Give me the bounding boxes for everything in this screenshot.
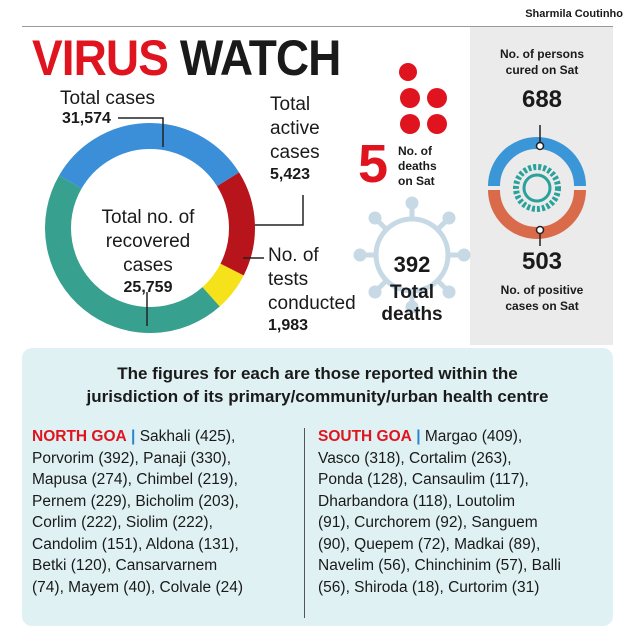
column-divider	[304, 428, 305, 618]
total-cases-value: 31,574	[62, 110, 111, 127]
leader-total-cases	[118, 117, 164, 147]
total-deaths-label-2: deaths	[381, 304, 443, 325]
cured-label: No. of persons cured on Sat	[472, 46, 612, 78]
donut-segment-active	[216, 172, 255, 276]
deaths-sat-label-1: No. of	[398, 144, 432, 158]
list-item: Margao (409),	[424, 428, 523, 445]
recovered-label-3: cases	[123, 255, 173, 276]
page-title: VIRUS WATCH	[32, 30, 342, 86]
death-dots	[399, 63, 447, 134]
list-item: Pernem (229), Bicholim (203),	[32, 492, 239, 510]
positive-value: 503	[521, 248, 563, 275]
donut-ring	[45, 123, 255, 333]
list-item: Navelim (56), Chinchinim (57), Balli	[318, 557, 561, 574]
active-label-2: active	[270, 118, 320, 139]
deaths-sat-label: No. of deaths on Sat	[398, 144, 437, 189]
north-goa-heading: NORTH GOA	[32, 428, 127, 445]
active-label-3: cases	[270, 142, 320, 163]
deaths-sat-number: 5	[358, 134, 389, 194]
title-part-watch: WATCH	[179, 30, 342, 86]
tests-label-1: No. of	[268, 245, 319, 266]
total-deaths-label-1: Total	[390, 282, 434, 303]
active-label-1: Total	[270, 94, 311, 115]
list-item: Corlim (222), Siolim (222),	[32, 514, 213, 531]
positive-marker	[535, 225, 545, 235]
positive-label-1: No. of positive	[500, 283, 584, 297]
tests-value: 1,983	[268, 317, 309, 334]
donut-segment-recovered-lower	[45, 175, 220, 333]
cured-marker	[535, 141, 545, 151]
mini-virus-icon	[513, 164, 561, 212]
leader-active	[255, 195, 304, 226]
list-item: Mapusa (274), Chimbel (219),	[32, 471, 238, 488]
recovered-label-2: recovered	[105, 231, 191, 252]
total-deaths-label: Total deaths	[372, 282, 452, 326]
donut-segment-tests	[202, 263, 244, 307]
death-dot	[399, 63, 417, 81]
list-item: Vasco (318), Cortalim (263),	[318, 449, 512, 467]
title-part-virus: VIRUS	[32, 30, 169, 86]
active-value: 5,423	[270, 166, 311, 183]
list-item: Candolim (151), Aldona (131),	[32, 535, 239, 553]
note-line-1: The figures for each are those reported …	[117, 364, 518, 383]
total-cases-label: Total cases	[60, 88, 156, 109]
list-item: (91), Curchorem (92), Sanguem	[318, 514, 538, 531]
recovered-value: 25,759	[123, 279, 173, 296]
positive-label-2: cases on Sat	[505, 299, 579, 313]
cured-value: 688	[521, 86, 563, 113]
total-deaths-number: 392	[393, 252, 431, 277]
death-dot	[427, 114, 447, 134]
deaths-sat-label-3: on Sat	[398, 174, 435, 188]
death-dot	[400, 114, 420, 134]
list-item: (56), Shiroda (18), Curtorim (31)	[318, 578, 540, 596]
list-item: Porvorim (392), Panaji (330),	[32, 449, 231, 467]
note-line-2: jurisdiction of its primary/community/ur…	[86, 387, 549, 406]
deaths-sat-label-2: deaths	[398, 159, 437, 173]
south-goa-list: SOUTH GOA | Margao (409), Vasco (318), C…	[318, 426, 608, 598]
north-goa-list: NORTH GOA | Sakhali (425), Porvorim (392…	[32, 426, 302, 598]
virus-illustration-icon	[353, 196, 471, 314]
list-item: Ponda (128), Cansaulim (117),	[318, 471, 529, 488]
cured-arc	[488, 137, 586, 187]
cured-label-2: cured on Sat	[505, 63, 579, 77]
death-dot	[427, 88, 447, 108]
tests-label-3: conducted	[268, 293, 356, 314]
note: The figures for each are those reported …	[40, 362, 595, 408]
top-rule	[22, 26, 613, 27]
region-panel	[22, 348, 613, 626]
recovered-label-1: Total no. of	[101, 207, 195, 228]
list-item: Dharbandora (118), Loutolim	[318, 492, 516, 510]
byline: Sharmila Coutinho	[525, 8, 623, 20]
cured-positive-ring	[488, 125, 586, 246]
positive-label: No. of positive cases on Sat	[472, 282, 612, 314]
list-item: (74), Mayem (40), Colvale (24)	[32, 578, 244, 596]
cured-label-1: No. of persons	[499, 47, 584, 61]
list-item: (90), Quepem (72), Madkai (89),	[318, 535, 541, 553]
south-goa-heading: SOUTH GOA	[318, 428, 412, 445]
death-dot	[400, 88, 420, 108]
tests-label-2: tests	[268, 269, 309, 290]
donut-segment-recovered-upper	[59, 123, 240, 189]
list-item: Sakhali (425),	[139, 428, 236, 445]
list-item: Betki (120), Cansarvarnem	[32, 557, 218, 574]
